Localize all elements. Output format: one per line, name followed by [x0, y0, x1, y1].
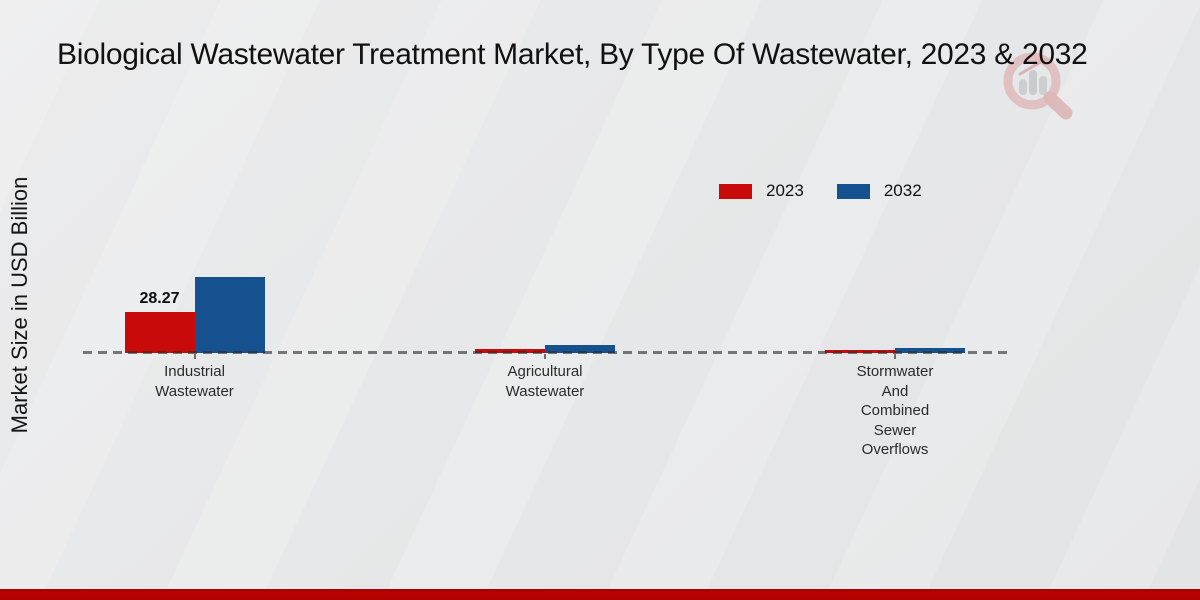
category-label-industrial: Industrial Wastewater: [155, 363, 234, 400]
y-axis-label: Market Size in USD Billion: [7, 176, 32, 434]
magnifier-bar-chart-logo-icon: [1003, 52, 1073, 120]
legend-swatch-2032: [836, 183, 870, 199]
x-axis-tick: [894, 354, 896, 359]
x-axis-tick: [544, 354, 546, 359]
bar-2032-agricultural: [545, 344, 615, 353]
bar-2032-industrial: [194, 277, 265, 353]
x-axis-tick: [193, 354, 196, 359]
footer-accent-band: [0, 589, 1200, 600]
baseline-dashed-line: [83, 351, 1008, 354]
legend: 2023 2032: [719, 181, 922, 201]
category-label-agricultural: Agricultural Wastewater: [505, 363, 585, 400]
bar-2032-stormwater: [895, 348, 965, 353]
category-label-stormwater: Stormwater And Combined Sewer Overflows: [856, 363, 934, 458]
chart-title: Biological Wastewater Treatment Market, …: [57, 38, 1088, 71]
bar-2023-agricultural: [475, 348, 545, 353]
legend-label-2023: 2023: [766, 181, 804, 200]
bar-2023-industrial: [124, 311, 195, 353]
legend-label-2032: 2032: [883, 181, 922, 200]
legend-swatch-2023: [719, 183, 752, 199]
bar-value-label: 28.27: [139, 289, 180, 307]
